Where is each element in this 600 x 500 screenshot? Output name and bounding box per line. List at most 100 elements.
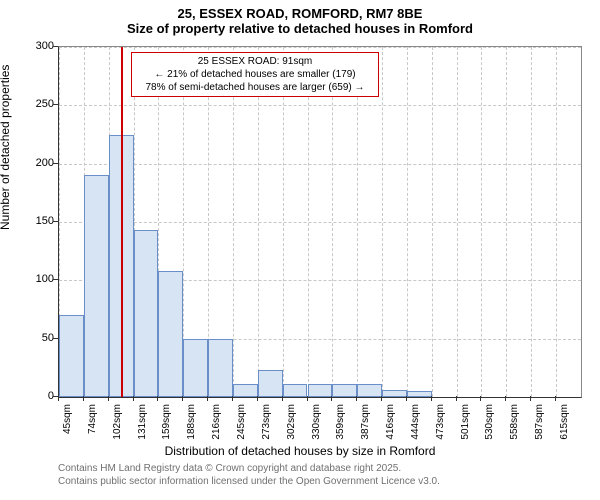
annotation-line: 25 ESSEX ROAD: 91sqm (136, 55, 374, 68)
x-tick-label: 330sqm (311, 404, 322, 444)
x-tick-label: 587sqm (534, 404, 545, 444)
credits: Contains HM Land Registry data © Crown c… (58, 462, 440, 488)
x-tick-label: 530sqm (484, 404, 495, 444)
y-tick-label: 150 (24, 215, 54, 227)
x-tick (331, 396, 332, 401)
x-tick-label: 131sqm (137, 404, 148, 444)
gridline-v (481, 47, 482, 397)
gridline-h (59, 164, 581, 165)
histogram-bar (158, 271, 183, 397)
x-tick-label: 74sqm (87, 404, 98, 444)
plot-area: 25 ESSEX ROAD: 91sqm← 21% of detached ho… (58, 46, 582, 398)
gridline-v (357, 47, 358, 397)
x-tick-label: 273sqm (261, 404, 272, 444)
y-tick-label: 300 (24, 40, 54, 52)
x-tick-label: 387sqm (360, 404, 371, 444)
y-tick (53, 104, 58, 105)
x-tick (108, 396, 109, 401)
y-axis-label: Number of detached properties (0, 65, 12, 230)
gridline-v (531, 47, 532, 397)
x-tick-label: 188sqm (186, 404, 197, 444)
x-tick (207, 396, 208, 401)
gridline-v (457, 47, 458, 397)
property-marker-line (121, 47, 123, 397)
gridline-v (382, 47, 383, 397)
x-tick (480, 396, 481, 401)
title-sub: Size of property relative to detached ho… (0, 21, 600, 40)
gridline-v (432, 47, 433, 397)
x-tick (406, 396, 407, 401)
x-tick-label: 501sqm (460, 404, 471, 444)
histogram-bar (357, 384, 382, 397)
histogram-bar (258, 370, 283, 397)
histogram-bar (208, 339, 233, 397)
x-tick-label: 473sqm (435, 404, 446, 444)
y-tick-label: 200 (24, 157, 54, 169)
x-tick (505, 396, 506, 401)
x-tick-label: 159sqm (161, 404, 172, 444)
x-tick-label: 45sqm (62, 404, 73, 444)
annotation-box: 25 ESSEX ROAD: 91sqm← 21% of detached ho… (131, 52, 379, 97)
x-tick (530, 396, 531, 401)
histogram-bar (183, 339, 208, 397)
x-tick (232, 396, 233, 401)
y-tick (53, 163, 58, 164)
gridline-v (283, 47, 284, 397)
annotation-line: 78% of semi-detached houses are larger (… (136, 81, 374, 94)
y-tick (53, 46, 58, 47)
gridline-v (233, 47, 234, 397)
x-tick-label: 416sqm (385, 404, 396, 444)
x-tick-label: 302sqm (286, 404, 297, 444)
y-tick-label: 0 (24, 390, 54, 402)
histogram-bar (233, 384, 258, 397)
histogram-bar (84, 175, 109, 397)
x-tick (133, 396, 134, 401)
gridline-h (59, 222, 581, 223)
x-tick (182, 396, 183, 401)
y-tick-label: 250 (24, 98, 54, 110)
y-tick (53, 221, 58, 222)
x-tick-label: 102sqm (112, 404, 123, 444)
x-tick (381, 396, 382, 401)
x-axis-label: Distribution of detached houses by size … (0, 444, 600, 458)
gridline-v (407, 47, 408, 397)
gridline-v (258, 47, 259, 397)
x-tick (83, 396, 84, 401)
x-tick-label: 444sqm (410, 404, 421, 444)
x-tick (456, 396, 457, 401)
histogram-bar (59, 315, 84, 397)
title-main: 25, ESSEX ROAD, ROMFORD, RM7 8BE (0, 0, 600, 21)
histogram-bar (407, 391, 432, 397)
chart-container: 25, ESSEX ROAD, ROMFORD, RM7 8BE Size of… (0, 0, 600, 500)
gridline-v (332, 47, 333, 397)
gridline-h (59, 105, 581, 106)
x-tick-label: 359sqm (335, 404, 346, 444)
histogram-bar (134, 230, 159, 397)
x-tick (555, 396, 556, 401)
y-tick (53, 338, 58, 339)
x-tick (307, 396, 308, 401)
credit-line-2: Contains public sector information licen… (58, 475, 440, 488)
histogram-bar (382, 390, 407, 397)
x-tick (257, 396, 258, 401)
y-tick-label: 100 (24, 273, 54, 285)
histogram-bar (283, 384, 308, 397)
gridline-v (506, 47, 507, 397)
y-tick (53, 279, 58, 280)
x-tick-label: 216sqm (211, 404, 222, 444)
x-tick-label: 558sqm (509, 404, 520, 444)
gridline-h (59, 47, 581, 48)
gridline-v (556, 47, 557, 397)
x-tick (356, 396, 357, 401)
x-tick-label: 615sqm (559, 404, 570, 444)
gridline-v (308, 47, 309, 397)
annotation-line: ← 21% of detached houses are smaller (17… (136, 68, 374, 81)
histogram-bar (308, 384, 333, 397)
x-tick (431, 396, 432, 401)
credit-line-1: Contains HM Land Registry data © Crown c… (58, 462, 440, 475)
x-tick (282, 396, 283, 401)
x-tick (157, 396, 158, 401)
y-tick-label: 50 (24, 332, 54, 344)
histogram-bar (332, 384, 357, 397)
x-tick (58, 396, 59, 401)
